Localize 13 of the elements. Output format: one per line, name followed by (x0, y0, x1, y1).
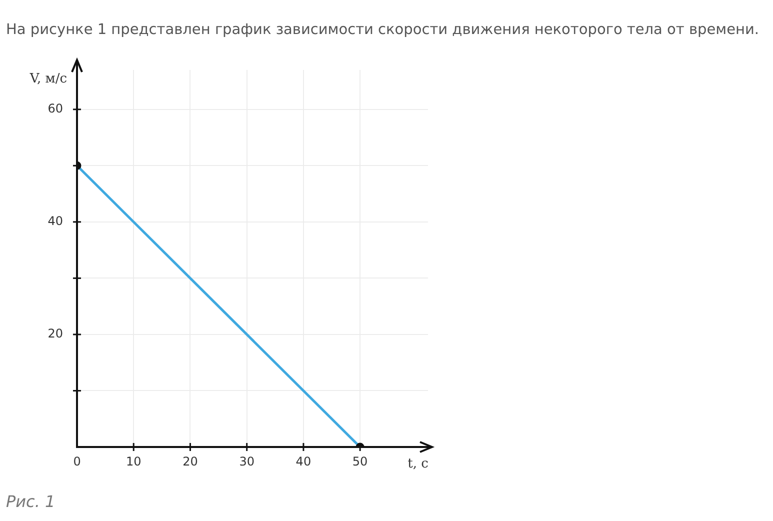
x-tick-label: 40 (296, 454, 312, 468)
x-tick-label: 30 (239, 454, 254, 468)
x-tick-label: 50 (352, 454, 368, 468)
x-axis-title: t, с (408, 456, 428, 472)
x-tick-label: 0 (73, 454, 81, 468)
x-tick-label: 10 (126, 454, 142, 468)
y-tick-label: 60 (48, 102, 63, 116)
text: Рис. 1 (6, 492, 56, 511)
x-tick-label: 20 (182, 454, 198, 468)
y-tick-label: 20 (48, 326, 63, 341)
y-tick-label: 40 (48, 214, 63, 228)
chart-title: На рисунке 1 представлен график зависимости скорости движения некоторого тела от времени. (6, 22, 760, 38)
y-axis-title: V, м/с (28, 71, 67, 86)
